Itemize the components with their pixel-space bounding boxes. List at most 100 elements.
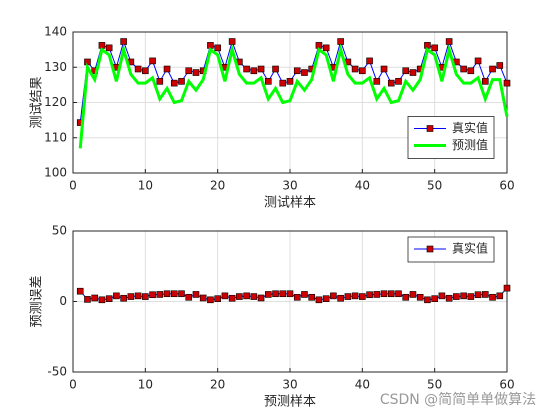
data-point (330, 292, 337, 300)
data-point (402, 293, 410, 301)
data-point (163, 290, 171, 298)
x-tick-label: 30 (282, 378, 297, 392)
data-point (344, 293, 352, 300)
data-point (337, 294, 344, 302)
data-point (308, 293, 316, 301)
data-point (460, 292, 467, 300)
data-point (91, 294, 98, 302)
data-point (402, 67, 410, 75)
x-tick-label: 60 (499, 378, 514, 392)
data-point (373, 78, 381, 85)
data-point (496, 292, 504, 300)
data-point (496, 62, 504, 69)
data-point (272, 65, 279, 73)
data-point (337, 38, 344, 45)
data-point (366, 291, 373, 299)
x-tick-label: 40 (355, 179, 370, 193)
data-point (293, 293, 301, 301)
data-point (351, 65, 359, 73)
legend-marker (426, 245, 434, 253)
data-point (380, 65, 388, 73)
y-axis-label: 测试结果 (30, 76, 45, 128)
data-point (503, 284, 511, 292)
data-point (395, 78, 402, 85)
data-point (301, 291, 308, 298)
data-point (250, 67, 258, 75)
data-point (301, 69, 308, 76)
data-point (467, 293, 475, 300)
y-tick-label: 100 (44, 166, 67, 180)
data-point (286, 290, 294, 298)
data-point (409, 69, 417, 76)
data-point (279, 79, 287, 87)
data-point (286, 78, 294, 85)
data-point (467, 67, 475, 75)
data-point (149, 57, 156, 65)
y-tick-label: 0 (59, 294, 67, 308)
data-point (359, 293, 366, 300)
x-axis-label: 预测样本 (264, 395, 316, 410)
y-axis-label: 预测误差 (30, 275, 45, 327)
data-point (359, 67, 366, 75)
watermark: CSDN @简简单单做算法 (380, 391, 536, 408)
x-tick-label: 50 (427, 179, 442, 193)
data-point (163, 65, 171, 73)
data-point (373, 291, 381, 298)
y-tick-label: 50 (52, 224, 67, 238)
x-tick-label: 50 (427, 378, 442, 392)
data-point (489, 65, 496, 73)
data-point (120, 38, 127, 45)
data-point (199, 294, 207, 302)
data-point (236, 293, 243, 300)
x-axis-label: 测试样本 (264, 196, 316, 211)
data-point (120, 294, 127, 302)
data-point (170, 290, 178, 298)
data-point (322, 44, 330, 52)
x-tick-label: 60 (499, 179, 514, 193)
data-point (503, 79, 511, 87)
data-point (257, 65, 265, 73)
y-tick-label: 120 (44, 95, 67, 109)
data-point (438, 292, 446, 300)
data-point (481, 78, 489, 85)
data-point (207, 42, 214, 49)
legend-label: 预测值 (452, 137, 488, 152)
data-point (134, 65, 142, 73)
legend-marker (426, 125, 434, 132)
data-point (76, 287, 84, 295)
x-tick-label: 0 (69, 378, 77, 392)
series-line (78, 43, 509, 149)
data-point (221, 292, 229, 300)
data-point (481, 291, 489, 298)
axes-box (72, 230, 508, 373)
data-point (84, 296, 91, 303)
legend-box (407, 116, 495, 159)
data-point (279, 290, 287, 298)
data-point (351, 292, 359, 300)
data-point (192, 291, 200, 298)
data-point (293, 67, 301, 75)
data-point (315, 42, 323, 49)
data-point (366, 57, 373, 65)
data-point (127, 293, 135, 300)
data-point (445, 38, 453, 45)
x-tick-label: 10 (138, 179, 153, 193)
data-point (424, 42, 431, 49)
data-point (84, 58, 91, 66)
y-tick-label: 140 (44, 25, 67, 39)
data-point (178, 290, 185, 298)
x-tick-label: 20 (210, 179, 225, 193)
axes-box (72, 31, 508, 174)
data-point (170, 79, 178, 87)
data-point (250, 293, 258, 300)
data-point (445, 294, 453, 302)
data-point (272, 290, 279, 298)
data-point (156, 291, 164, 298)
data-point (134, 292, 142, 300)
data-point (453, 293, 460, 300)
data-point (142, 293, 149, 300)
x-tick-label: 30 (282, 179, 297, 193)
data-point (98, 42, 106, 49)
data-point (409, 291, 417, 298)
